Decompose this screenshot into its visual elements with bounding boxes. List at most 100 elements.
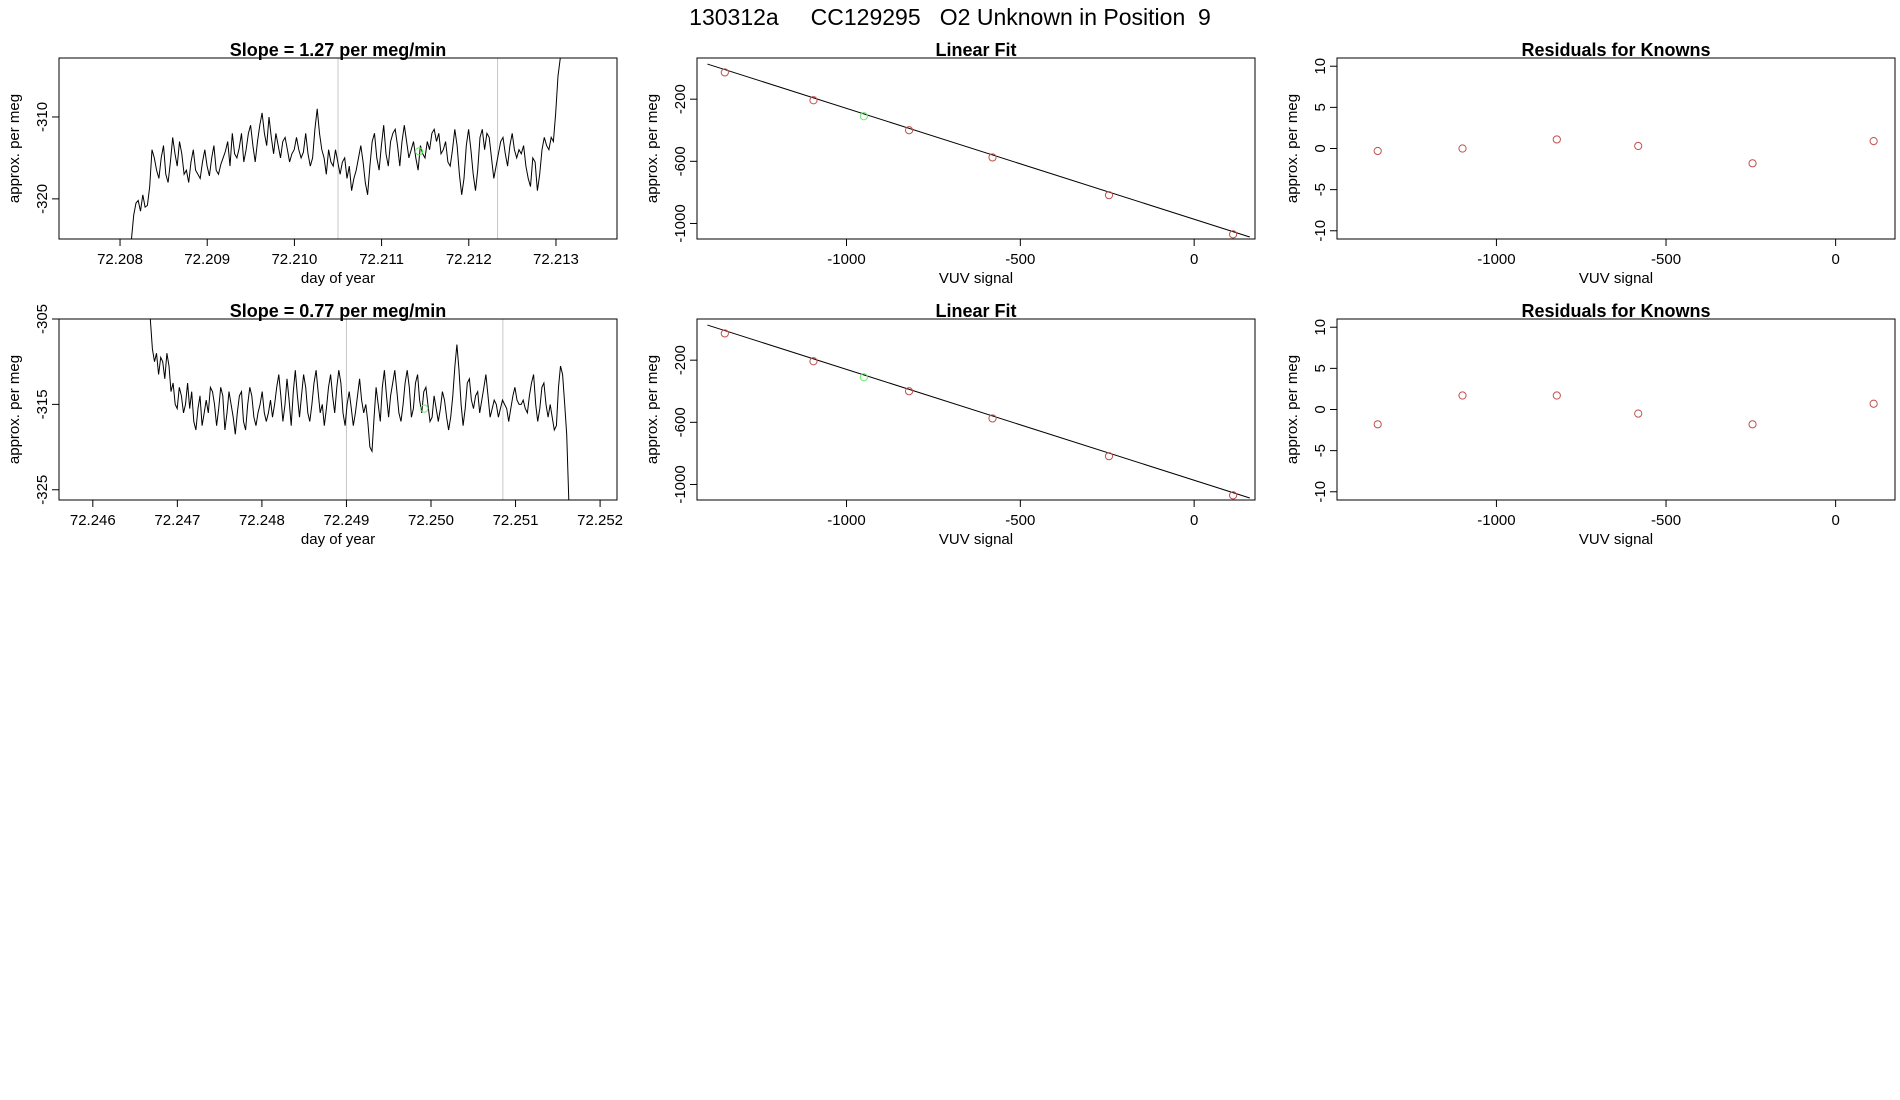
known-point <box>1748 159 1757 168</box>
y-tick-label: 0 <box>1312 405 1329 413</box>
x-tick-label: 72.209 <box>184 251 230 268</box>
panel-slope-2: 72.246 72.247 72.248 72.249 72.250 72.251 72.2… <box>6 301 623 548</box>
trace-line <box>149 319 570 500</box>
y-tick-label: -200 <box>672 345 689 375</box>
panel-linear-fit-1: -1000 -500 0 -200 -600 -1000 Linear Fit VUV sig… <box>644 40 1256 287</box>
x-tick-label: -1000 <box>1477 512 1515 529</box>
x-tick-label: 0 <box>1831 512 1839 529</box>
x-tick-label: 72.251 <box>493 512 539 529</box>
chart-title: Residuals for Knowns <box>1521 301 1710 321</box>
y-tick-label: -200 <box>672 84 689 114</box>
x-tick-label: 72.210 <box>271 251 317 268</box>
known-point <box>1552 391 1561 400</box>
x-tick-label: 72.211 <box>359 251 404 268</box>
x-tick-label: -1000 <box>1477 251 1515 268</box>
known-point <box>1748 420 1757 429</box>
panel-residuals-2: -1000 -500 0 10 5 0 -5 -10 Residuals for Knowns V… <box>1284 301 1896 548</box>
y-axis-label: approx. per meg <box>1284 355 1301 464</box>
known-point <box>1634 141 1643 151</box>
x-tick-label: 72.248 <box>239 512 285 529</box>
plot-frame <box>58 57 618 240</box>
trace-line <box>130 58 561 239</box>
x-tick-label: -1000 <box>827 512 865 529</box>
x-axis-label: VUV signal <box>1579 270 1653 287</box>
x-tick-label: 72.249 <box>324 512 370 529</box>
known-point <box>1869 136 1878 146</box>
known-point <box>1373 146 1382 156</box>
y-tick-label: 10 <box>1312 319 1329 336</box>
y-tick-label: 0 <box>1312 144 1329 152</box>
y-tick-label: -5 <box>1312 183 1329 196</box>
x-axis-label: VUV signal <box>939 531 1013 548</box>
fit-line <box>707 63 1250 238</box>
x-tick-label: 0 <box>1190 251 1198 268</box>
known-point <box>1458 391 1467 400</box>
y-axis-label: approx. per meg <box>644 94 661 203</box>
page-title: 130312a CC129295 O2 Unknown in Position … <box>689 4 1211 30</box>
y-tick-label: -310 <box>34 102 51 132</box>
y-tick-label: -325 <box>34 475 51 505</box>
plot-frame <box>1336 57 1896 240</box>
x-tick-label: 72.250 <box>408 512 454 529</box>
x-tick-label: 72.247 <box>154 512 200 529</box>
x-axis-label: VUV signal <box>939 270 1013 287</box>
panel-slope-1: 72.208 72.209 72.210 72.211 72.212 72.213 -310… <box>6 40 618 287</box>
known-point <box>720 329 729 338</box>
known-point <box>1228 491 1238 500</box>
x-axis-label: day of year <box>301 270 375 287</box>
plot-frame <box>696 318 1256 501</box>
y-axis-label: approx. per meg <box>644 355 661 464</box>
y-tick-label: -320 <box>34 184 51 214</box>
x-tick-label: -500 <box>1651 251 1681 268</box>
plot-frame <box>696 57 1256 240</box>
y-tick-label: -1000 <box>672 465 689 503</box>
known-point <box>1634 409 1643 418</box>
y-axis-label: approx. per meg <box>1284 94 1301 203</box>
panel-linear-fit-2: -1000 -500 0 -200 -600 -1000 Linear Fit VUV sig… <box>644 301 1256 548</box>
x-tick-label: 0 <box>1190 512 1198 529</box>
y-axis-label: approx. per meg <box>6 355 23 464</box>
known-point <box>904 387 914 396</box>
plot-frame <box>1336 318 1896 501</box>
y-tick-label: 5 <box>1312 103 1329 111</box>
known-point <box>809 96 818 105</box>
known-point <box>809 357 818 366</box>
unknown-point <box>420 404 429 413</box>
plot-frame <box>58 318 618 501</box>
known-point <box>1104 452 1114 461</box>
y-tick-label: 5 <box>1312 364 1329 372</box>
x-tick-label: -1000 <box>827 251 865 268</box>
fit-line <box>707 324 1250 499</box>
x-tick-label: -500 <box>1651 512 1681 529</box>
y-axis-label: approx. per meg <box>6 94 23 203</box>
known-point <box>988 153 997 162</box>
x-tick-label: 72.252 <box>577 512 623 529</box>
known-point <box>904 126 914 135</box>
y-tick-label: -10 <box>1312 220 1329 242</box>
x-axis-label: VUV signal <box>1579 531 1653 548</box>
known-point <box>1373 420 1382 429</box>
y-tick-label: -600 <box>672 407 689 437</box>
x-tick-label: -500 <box>1005 251 1035 268</box>
chart-title: Slope = 0.77 per meg/min <box>230 301 447 321</box>
y-tick-label: 10 <box>1312 58 1329 75</box>
chart-title: Linear Fit <box>935 40 1016 60</box>
y-tick-label: -1000 <box>672 204 689 242</box>
x-tick-label: 72.246 <box>70 512 116 529</box>
known-point <box>720 68 729 77</box>
chart-title: Linear Fit <box>935 301 1016 321</box>
known-point <box>1458 144 1467 153</box>
y-tick-label: -600 <box>672 146 689 176</box>
x-tick-label: 0 <box>1831 251 1839 268</box>
x-tick-label: 72.208 <box>97 251 143 268</box>
unknown-point <box>859 373 868 382</box>
y-tick-label: -315 <box>34 389 51 419</box>
known-point <box>1228 230 1238 239</box>
panel-residuals-1: -1000 -500 0 10 5 0 -5 -10 Residuals for Knowns V… <box>1284 40 1896 287</box>
y-tick-label: -10 <box>1312 481 1329 503</box>
known-point <box>1104 191 1114 200</box>
chart-title: Residuals for Knowns <box>1521 40 1710 60</box>
x-tick-label: 72.213 <box>533 251 579 268</box>
y-tick-label: -5 <box>1312 444 1329 457</box>
